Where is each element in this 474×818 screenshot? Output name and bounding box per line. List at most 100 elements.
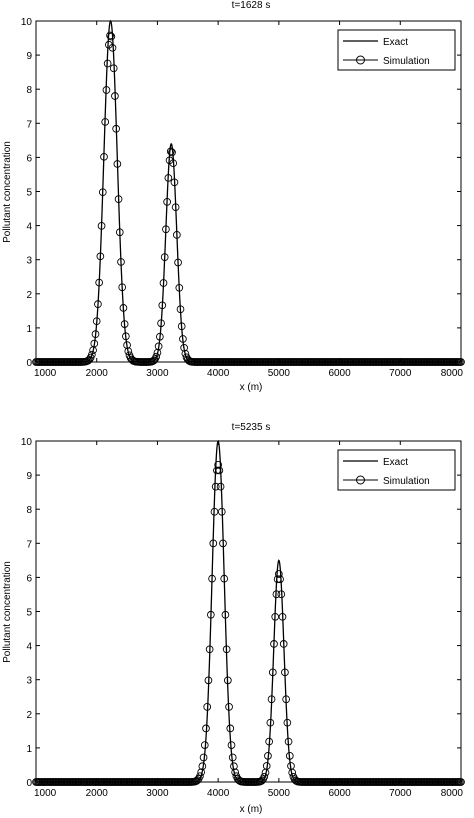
x-tick-label: 3000 [146, 788, 169, 799]
series-simulation-marker [228, 753, 237, 762]
y-tick-label: 0 [26, 358, 32, 369]
series-simulation-marker [170, 178, 179, 187]
legend-label-simulation-2: Simulation [383, 476, 430, 487]
series-simulation-marker [270, 640, 278, 648]
series-simulation-marker [284, 737, 293, 746]
series-simulation-marker [119, 304, 128, 312]
series-simulation-marker [171, 203, 180, 212]
y-tick-label: 5 [26, 188, 32, 199]
series-simulation-marker [221, 610, 230, 619]
legend-label-exact-2: Exact [383, 457, 408, 468]
chart-title-1: t=1628 s [232, 0, 271, 11]
x-tick-label: 3000 [146, 368, 169, 379]
x-axis-label-1: x (m) [240, 382, 263, 393]
series-simulation-marker [211, 482, 220, 491]
series-simulation-marker [154, 342, 163, 351]
series-simulation-marker [85, 355, 94, 364]
series-simulation-marker [157, 319, 165, 328]
x-tick-label: 6000 [328, 788, 351, 799]
series-simulation-marker [202, 724, 210, 733]
series-simulation-marker [268, 668, 277, 677]
series-simulation-marker [106, 31, 114, 40]
series-simulation-marker [276, 575, 284, 584]
series-simulation-marker [124, 347, 133, 356]
y-tick-label: 10 [21, 17, 33, 28]
series-simulation-marker [94, 300, 102, 308]
series-simulation-marker [213, 466, 221, 475]
series-simulation-marker [262, 762, 271, 770]
series-simulation-marker [204, 676, 213, 685]
series-simulation-marker [101, 118, 110, 126]
series-simulation-marker [266, 718, 275, 727]
series-simulation-marker [272, 590, 281, 599]
x-tick-label: 7000 [389, 368, 412, 379]
series-simulation-marker [225, 703, 233, 711]
y-tick-label: 4 [26, 642, 32, 653]
plot-area-2 [32, 439, 465, 786]
chart-title-2: t=5235 s [232, 422, 271, 433]
series-simulation-marker [209, 539, 218, 548]
x-tick-label: 2000 [86, 368, 109, 379]
series-simulation-marker [152, 352, 161, 361]
x-tick-label: 4000 [207, 788, 230, 799]
chart-panel-1: t=1628 s x (m) Pollutant concentration 1… [2, 0, 465, 393]
series-simulation-marker [160, 253, 169, 261]
legend-marker-simulation-1 [356, 55, 365, 65]
x-tick-label: 5000 [268, 368, 291, 379]
series-simulation-marker [200, 741, 209, 749]
legend-2: Exact Simulation [337, 449, 456, 491]
y-tick-label: 1 [26, 324, 32, 335]
x-tick-label: 6000 [328, 368, 351, 379]
series-simulation-marker [180, 343, 188, 352]
y-tick-label: 8 [26, 505, 32, 516]
series-simulation-marker [219, 539, 227, 548]
x-tick-label: 1000 [34, 368, 57, 379]
series-simulation-marker [279, 640, 288, 648]
series-simulation-marker [267, 695, 276, 704]
series-simulation-marker [207, 610, 215, 619]
series-simulation-marker [281, 668, 289, 677]
series-simulation-marker [273, 575, 282, 584]
y-tick-label: 2 [26, 710, 32, 721]
series-simulation-marker [108, 43, 117, 52]
x-tick-label: 1000 [34, 788, 57, 799]
series-simulation-marker [123, 341, 131, 349]
series-simulation-marker [288, 768, 297, 777]
series-simulation-marker [227, 741, 236, 749]
x-tick-label: 7000 [389, 788, 412, 799]
series-simulation-marker [115, 228, 124, 237]
legend-label-simulation-1: Simulation [383, 56, 430, 67]
series-simulation-marker [96, 252, 105, 261]
series-simulation-marker [216, 482, 225, 491]
series-simulation-marker [210, 507, 219, 516]
series-simulation-marker [120, 320, 129, 328]
series-simulation-marker [100, 152, 108, 161]
series-simulation-marker [265, 737, 273, 746]
y-tick-label: 6 [26, 153, 32, 164]
series-simulation-marker [222, 645, 231, 654]
series-exact-line [36, 439, 461, 783]
series-simulation-marker [175, 283, 184, 292]
axes-box-2 [35, 440, 462, 783]
series-simulation-marker [95, 278, 103, 287]
series-simulation-marker [149, 356, 158, 365]
y-tick-label: 9 [26, 471, 32, 482]
series-simulation-marker [111, 92, 119, 100]
x-tick-label: 2000 [86, 788, 109, 799]
series-simulation-marker [163, 198, 171, 206]
series-simulation-marker [179, 335, 187, 343]
y-tick-label: 9 [26, 51, 32, 62]
series-simulation-marker [258, 776, 266, 785]
series-simulation-marker [162, 225, 170, 234]
legend-marker-simulation-2 [356, 475, 365, 485]
series-simulation-marker [88, 350, 96, 359]
plot-area-1 [32, 19, 465, 366]
legend-1: Exact Simulation [337, 29, 456, 71]
legend-label-exact-1: Exact [383, 37, 408, 48]
x-tick-label: 8000 [441, 368, 464, 379]
series-simulation-marker [275, 570, 283, 578]
series-simulation-marker [166, 147, 175, 156]
series-simulation-marker [205, 645, 214, 654]
series-simulation-marker [97, 222, 106, 230]
